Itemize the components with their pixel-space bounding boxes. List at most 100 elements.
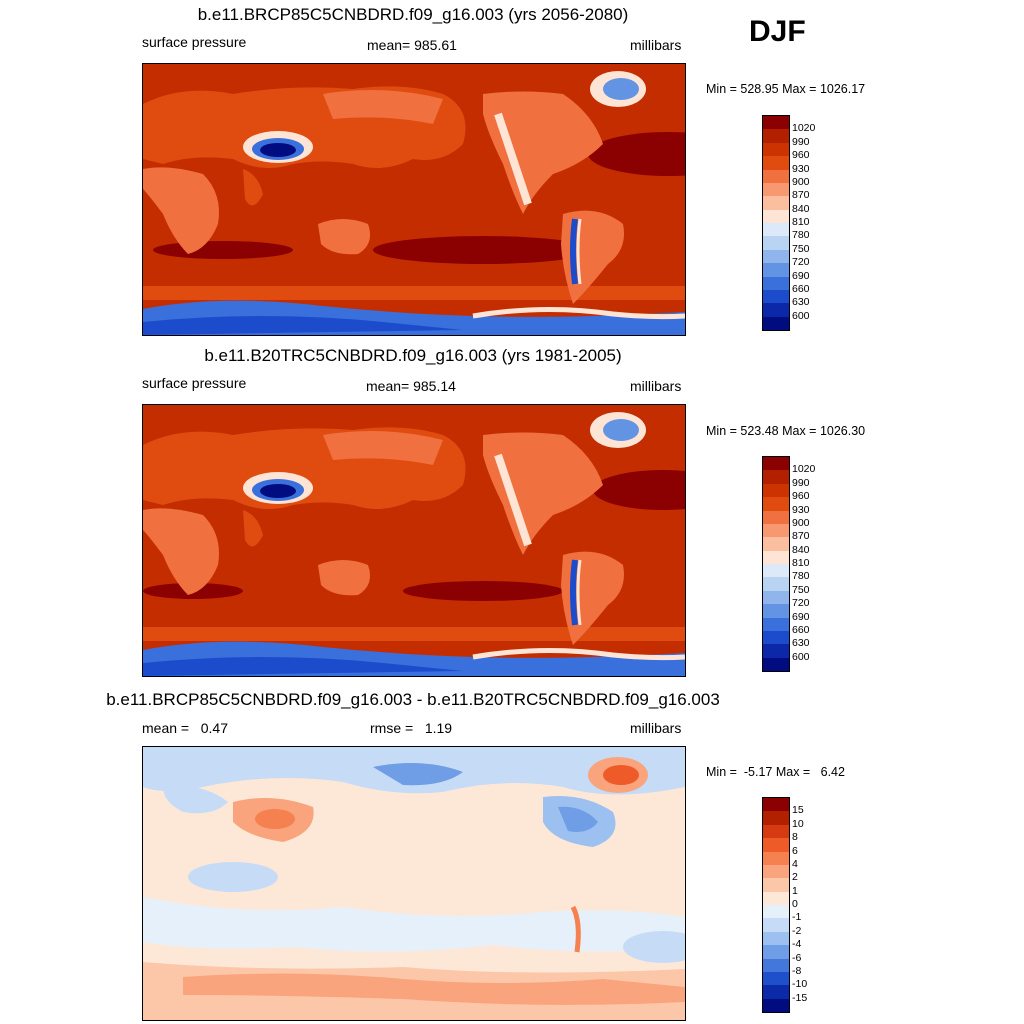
colorbar-swatch: [763, 276, 789, 290]
colorbar-tick-label: -8: [792, 964, 802, 977]
colorbar-tick-label: 840: [792, 543, 810, 556]
colorbar-swatch: [763, 657, 789, 671]
colorbar-tick-label: 2: [792, 871, 798, 884]
colorbar-swatch: [763, 196, 789, 210]
colorbar-swatch: [763, 905, 789, 919]
panel-1-map: [142, 63, 686, 336]
asia-positive-core: [255, 809, 295, 829]
colorbar-swatch: [763, 931, 789, 946]
panel-2-map: [142, 404, 686, 677]
colorbar-swatch: [763, 289, 789, 304]
colorbar-tick-label: -4: [792, 938, 802, 951]
colorbar-swatch: [763, 985, 789, 999]
greenland-positive-core: [603, 765, 639, 785]
colorbar-swatch: [763, 209, 789, 223]
panel-3-title: b.e11.BRCP85C5CNBDRD.f09_g16.003 - b.e11…: [106, 690, 720, 709]
colorbar-swatch: [763, 129, 789, 143]
colorbar-swatch: [763, 470, 789, 484]
antarctica-interior: [143, 657, 463, 676]
arctic-negative-core: [373, 763, 463, 786]
colorbar-tick-label: 900: [792, 175, 810, 188]
colorbar-tick-label: 720: [792, 597, 810, 610]
colorbar-tick-label: 1: [792, 884, 798, 897]
subtropical-high: [403, 581, 563, 601]
panel-3-rmse-label: rmse = 1.19: [370, 720, 453, 736]
colorbar-tick-label: -10: [792, 978, 808, 991]
panel-3-units-label: millibars: [630, 720, 682, 736]
panel-2-minmax: Min = 523.48 Max = 1026.30: [706, 424, 866, 438]
colorbar-swatch: [763, 510, 789, 524]
tibetan-plateau: [260, 484, 296, 498]
panel-3-colorbar: [762, 797, 790, 1013]
colorbar-swatch: [763, 945, 789, 959]
north-atlantic-negative-core: [558, 806, 598, 832]
panel-1-colorbar: [762, 115, 790, 331]
antarctica-coast: [472, 306, 685, 320]
colorbar-tick-label: 690: [792, 610, 810, 623]
colorbar-swatch: [763, 182, 789, 197]
southern-positive-core: [183, 973, 685, 1005]
colorbar-swatch: [763, 537, 789, 551]
colorbar-tick-label: 870: [792, 189, 810, 202]
panel-3-mean-label: mean = 0.47: [142, 720, 229, 736]
colorbar-tick-label: 780: [792, 229, 810, 242]
rockies: [494, 112, 532, 206]
colorbar-tick-label: 840: [792, 202, 810, 215]
australia: [318, 560, 371, 596]
colorbar-tick-label: 15: [792, 804, 804, 817]
colorbar-tick-label: 900: [792, 516, 810, 529]
antarctica-coast: [472, 647, 685, 661]
colorbar-swatch: [763, 303, 789, 317]
colorbar-swatch: [763, 630, 789, 645]
colorbar-tick-label: 600: [792, 309, 810, 322]
colorbar-swatch: [763, 878, 789, 892]
australia: [318, 219, 371, 255]
colorbar-swatch: [763, 223, 789, 237]
colorbar-swatch: [763, 156, 789, 170]
colorbar-swatch: [763, 864, 789, 879]
subtropical-high: [153, 241, 293, 259]
colorbar-tick-label: 810: [792, 216, 810, 228]
colorbar-tick-label: 1020: [792, 122, 816, 135]
panel-3-map: [142, 746, 686, 1021]
colorbar-tick-label: -15: [792, 991, 808, 1004]
colorbar-tick-label: 4: [792, 857, 798, 870]
season-label: DJF: [749, 15, 806, 48]
colorbar-tick-label: 0: [792, 898, 798, 910]
africa: [143, 167, 219, 254]
colorbar-swatch: [763, 523, 789, 538]
southern-ocean-band: [143, 627, 685, 641]
colorbar-swatch: [763, 958, 789, 972]
colorbar-tick-label: 750: [792, 583, 810, 596]
colorbar-tick-label: 810: [792, 557, 810, 569]
panel-1-mean-label: mean= 985.61: [367, 37, 457, 53]
colorbar-swatch: [763, 550, 789, 564]
panel-2-colorbar: [762, 456, 790, 672]
colorbar-tick-label: -1: [792, 911, 802, 924]
panel-2-variable-label: surface pressure: [142, 375, 247, 391]
panel-3-minmax: Min = -5.17 Max = 6.42: [706, 765, 845, 779]
colorbar-swatch: [763, 316, 789, 330]
colorbar-tick-label: 660: [792, 623, 810, 636]
colorbar-swatch: [763, 497, 789, 511]
colorbar-tick-label: 870: [792, 530, 810, 543]
africa: [143, 508, 219, 595]
colorbar-swatch: [763, 236, 789, 250]
europe-negative: [163, 786, 228, 814]
andes: [570, 218, 578, 285]
panel-2-units-label: millibars: [630, 378, 682, 394]
antarctica-interior: [143, 316, 463, 335]
colorbar-tick-label: 990: [792, 135, 810, 148]
colorbar-swatch: [763, 971, 789, 986]
colorbar-tick-label: 8: [792, 831, 798, 844]
colorbar-tick-label: 690: [792, 269, 810, 282]
colorbar-swatch: [763, 798, 789, 812]
colorbar-tick-label: 630: [792, 296, 810, 309]
north-america: [483, 432, 603, 555]
panel-1-minmax: Min = 528.95 Max = 1026.17: [706, 82, 866, 96]
colorbar-tick-label: 600: [792, 650, 810, 663]
southern-ocean-band: [143, 286, 685, 300]
colorbar-tick-label: 6: [792, 844, 798, 857]
south-america-positive: [570, 905, 581, 953]
panel-2-mean-label: mean= 985.14: [366, 378, 456, 394]
